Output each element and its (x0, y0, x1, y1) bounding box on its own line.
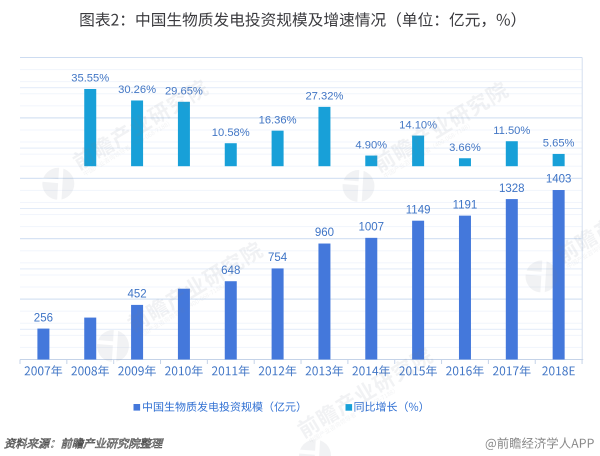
svg-text:1007: 1007 (358, 222, 384, 234)
svg-text:5.65%: 5.65% (543, 138, 575, 150)
svg-text:10.58%: 10.58% (212, 127, 250, 139)
svg-text:754: 754 (268, 252, 288, 264)
svg-text:3.66%: 3.66% (449, 142, 481, 154)
svg-text:960: 960 (315, 227, 334, 239)
svg-text:1149: 1149 (406, 204, 431, 216)
svg-text:1403: 1403 (546, 174, 572, 186)
svg-text:256: 256 (34, 312, 53, 324)
svg-text:14.10%: 14.10% (399, 119, 437, 131)
svg-text:4.90%: 4.90% (355, 139, 387, 151)
svg-text:30.26%: 30.26% (118, 84, 156, 96)
svg-text:35.55%: 35.55% (71, 73, 109, 85)
svg-text:1328: 1328 (499, 183, 525, 195)
svg-text:1191: 1191 (453, 199, 478, 211)
svg-text:11.50%: 11.50% (493, 125, 530, 137)
svg-text:648: 648 (221, 265, 240, 277)
svg-text:16.36%: 16.36% (259, 114, 297, 126)
svg-text:27.32%: 27.32% (305, 91, 343, 103)
svg-text:452: 452 (127, 289, 146, 301)
